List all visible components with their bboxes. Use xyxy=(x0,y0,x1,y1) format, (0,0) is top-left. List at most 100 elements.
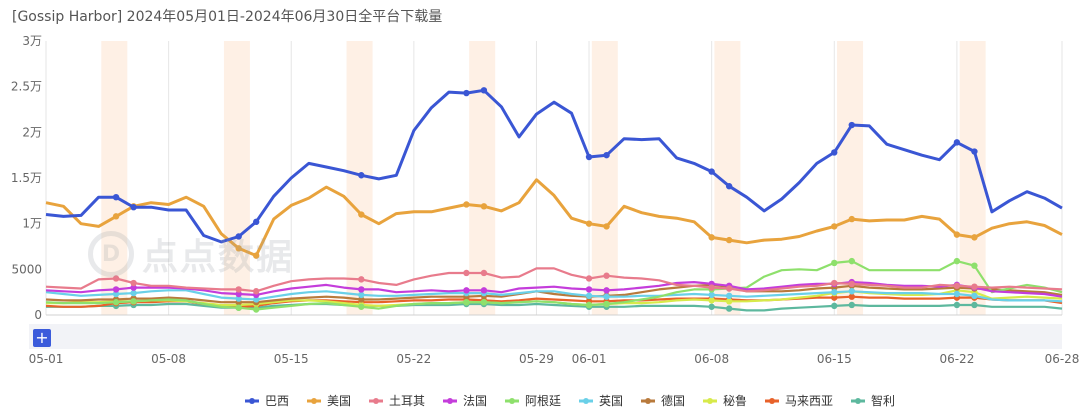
legend-label: 英国 xyxy=(599,394,623,408)
data-point xyxy=(971,301,978,309)
x-tick-label: 05-22 xyxy=(396,352,431,366)
y-tick-label: 0 xyxy=(34,308,42,322)
data-point xyxy=(463,299,470,306)
data-point xyxy=(953,231,961,238)
data-point xyxy=(831,294,838,301)
legend-swatch-dot xyxy=(707,398,713,404)
legend-label: 智利 xyxy=(871,393,895,408)
series-lines xyxy=(45,87,1063,313)
legend-swatch-dot xyxy=(373,398,379,404)
data-point xyxy=(708,284,715,291)
legend-swatch-dot xyxy=(583,398,589,404)
watermark: D 点点数据 xyxy=(88,228,294,280)
data-point xyxy=(831,149,838,156)
data-point xyxy=(971,283,978,290)
data-point xyxy=(603,272,610,279)
y-tick-label: 5000 xyxy=(11,262,42,276)
data-point xyxy=(603,223,610,230)
data-point xyxy=(480,299,488,306)
legend-label: 阿根廷 xyxy=(525,394,561,408)
legend-swatch-dot xyxy=(447,398,453,404)
data-point xyxy=(725,305,733,312)
data-point xyxy=(235,290,242,298)
data-point xyxy=(112,193,120,201)
data-point xyxy=(953,301,961,309)
data-point xyxy=(603,293,610,300)
data-point xyxy=(585,292,593,300)
data-point xyxy=(130,289,137,297)
legend-label: 美国 xyxy=(327,394,351,408)
weekend-band xyxy=(469,41,496,315)
data-point xyxy=(708,168,715,175)
watermark-text: 点点数据 xyxy=(142,237,295,278)
data-point xyxy=(585,301,593,309)
data-point xyxy=(112,275,120,282)
data-point xyxy=(953,290,961,298)
data-point xyxy=(253,288,260,295)
data-point xyxy=(130,279,137,287)
data-point xyxy=(235,245,242,252)
legend-label: 巴西 xyxy=(265,394,289,408)
data-point xyxy=(708,303,715,310)
data-point xyxy=(725,285,733,292)
data-point xyxy=(585,220,593,227)
data-point xyxy=(253,306,260,313)
data-point xyxy=(585,153,593,161)
data-point xyxy=(130,204,137,211)
data-point xyxy=(235,304,242,311)
legend-swatch-dot xyxy=(509,398,515,404)
data-point xyxy=(253,252,260,259)
data-point xyxy=(953,139,961,146)
data-point xyxy=(480,87,488,94)
data-point xyxy=(708,234,715,241)
data-point xyxy=(603,300,610,308)
data-point xyxy=(112,286,120,293)
weekend-bands xyxy=(101,41,986,315)
legend-swatch-dot xyxy=(769,398,775,404)
zoom-in-button[interactable]: + xyxy=(33,329,51,347)
data-point xyxy=(358,172,365,179)
data-point xyxy=(112,290,120,298)
data-point xyxy=(603,287,610,294)
data-point xyxy=(463,287,470,294)
data-point xyxy=(585,286,593,293)
weekend-band xyxy=(591,41,618,315)
data-point xyxy=(603,151,610,159)
series-line-阿根廷 xyxy=(45,260,1063,311)
x-tick-label: 06-15 xyxy=(817,352,852,366)
data-point xyxy=(971,234,978,241)
data-point xyxy=(725,292,733,300)
data-point xyxy=(235,233,242,240)
y-tick-label: 1万 xyxy=(22,217,42,231)
x-tick-label: 06-08 xyxy=(694,352,729,366)
x-tick-label: 05-15 xyxy=(274,352,309,366)
data-point xyxy=(848,257,855,265)
data-point xyxy=(112,213,120,220)
data-point xyxy=(480,269,488,277)
series-line-法国 xyxy=(45,281,1063,298)
data-point xyxy=(848,288,855,295)
grid-lines xyxy=(29,41,1063,349)
x-tick-label: 05-01 xyxy=(29,352,64,366)
data-point xyxy=(725,236,733,244)
data-point xyxy=(971,292,978,300)
data-point xyxy=(953,257,961,265)
data-point xyxy=(480,287,488,294)
zoom-track xyxy=(29,324,1062,349)
data-point xyxy=(831,279,838,287)
data-point xyxy=(848,301,855,309)
data-point xyxy=(831,223,838,230)
legend-swatch-dot xyxy=(311,398,317,404)
legend-swatch-dot xyxy=(249,398,255,404)
series-line-英国 xyxy=(45,289,1063,303)
data-point xyxy=(831,259,838,267)
data-point xyxy=(112,299,120,306)
series-line-巴西 xyxy=(45,88,1063,244)
data-point xyxy=(708,291,715,299)
data-point xyxy=(848,215,855,223)
data-point xyxy=(463,89,470,97)
data-point xyxy=(971,148,978,155)
x-tick-label: 05-08 xyxy=(151,352,186,366)
data-point xyxy=(253,296,260,303)
data-point xyxy=(358,276,365,283)
